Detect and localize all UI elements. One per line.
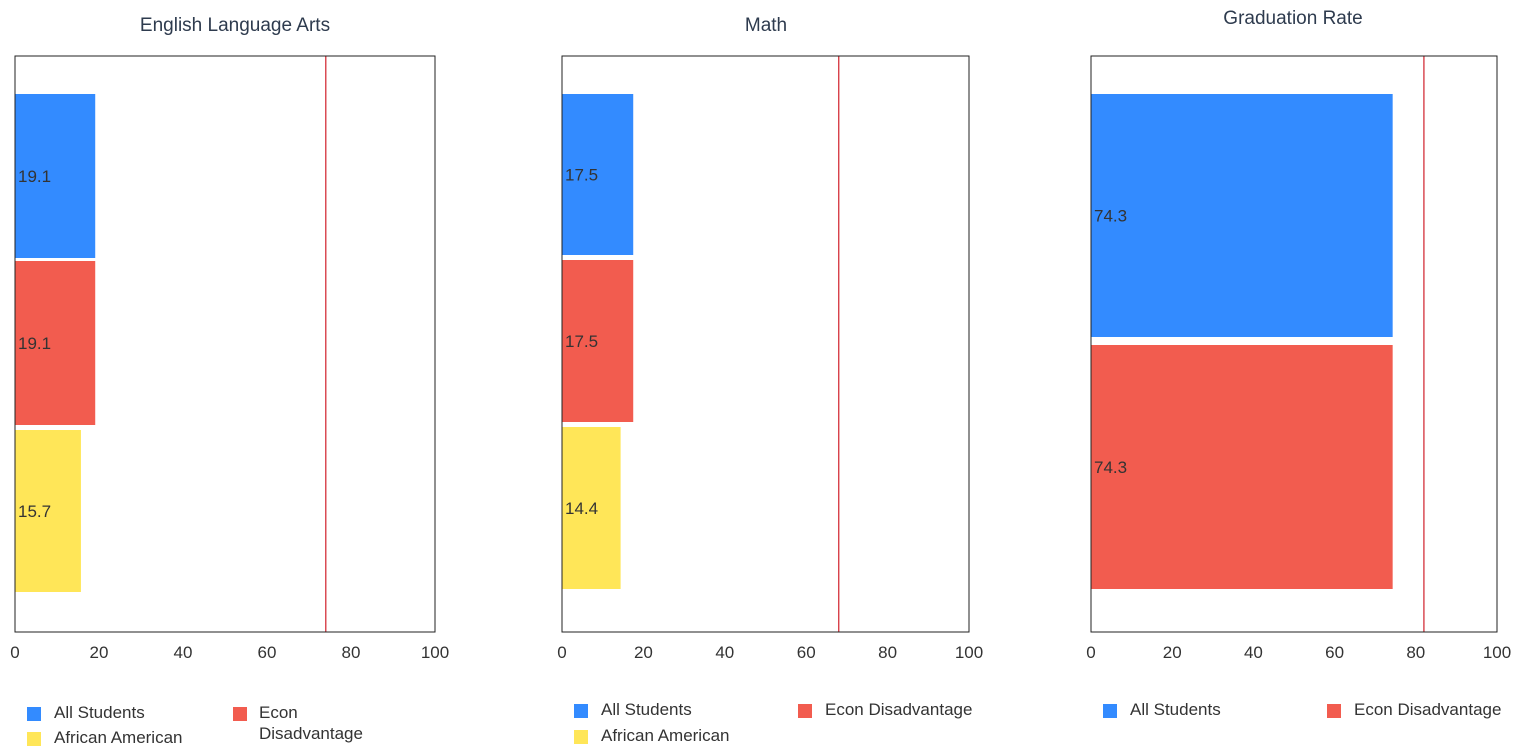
x-tick-label: 0	[1086, 643, 1095, 662]
x-tick-label: 100	[955, 643, 983, 662]
plot-frame	[14, 55, 436, 633]
bar-econ-disadvantage	[1091, 345, 1393, 589]
bar-african-american	[562, 427, 621, 589]
bar-all-students	[15, 94, 96, 258]
x-tick-label: 60	[1325, 643, 1344, 662]
x-tick-label: 0	[10, 643, 19, 662]
x-tick-label: 100	[421, 643, 449, 662]
legend-swatch	[27, 732, 41, 746]
chart-title-math: Math	[744, 15, 788, 36]
legend-label: Econ Disadvantage	[825, 700, 973, 719]
legend-label: Econ Disadvantage	[259, 703, 363, 743]
legend-label: African American	[54, 728, 183, 747]
legend-swatch	[233, 707, 247, 721]
x-tick-label: 40	[174, 643, 193, 662]
data-label: 14.4	[565, 499, 598, 518]
x-tick-label: 40	[1244, 643, 1263, 662]
plot-frame	[561, 55, 970, 633]
x-tick-label: 0	[557, 643, 566, 662]
bar-all-students	[1091, 94, 1393, 337]
x-tick-label: 40	[715, 643, 734, 662]
legend-swatch	[574, 704, 588, 718]
legend-swatch	[1327, 704, 1341, 718]
data-label: 17.5	[565, 166, 598, 185]
plot-frame	[1090, 55, 1498, 633]
x-tick-label: 80	[342, 643, 361, 662]
bar-all-students	[562, 94, 634, 255]
legend-swatch	[27, 707, 41, 721]
x-tick-label: 80	[1406, 643, 1425, 662]
legend-label: All Students	[1130, 700, 1221, 719]
data-label: 19.1	[18, 167, 51, 186]
legend-swatch	[1103, 704, 1117, 718]
data-label: 74.3	[1094, 207, 1127, 226]
x-tick-label: 60	[258, 643, 277, 662]
chart-title-ela: English Language Arts	[139, 15, 331, 36]
bar-econ-disadvantage	[15, 261, 96, 425]
bar-econ-disadvantage	[562, 260, 634, 422]
legend-label: Econ Disadvantage	[1354, 700, 1502, 719]
x-tick-label: 20	[634, 643, 653, 662]
legend-label: African American	[601, 726, 730, 745]
legend-label: All Students	[601, 700, 692, 719]
x-tick-label: 80	[878, 643, 897, 662]
x-tick-label: 20	[1163, 643, 1182, 662]
data-label: 74.3	[1094, 458, 1127, 477]
legend-swatch	[798, 704, 812, 718]
data-label: 19.1	[18, 334, 51, 353]
x-tick-label: 100	[1483, 643, 1511, 662]
x-tick-label: 20	[90, 643, 109, 662]
legend-label: All Students	[54, 703, 145, 722]
chart-title-graduation: Graduation Rate	[1223, 8, 1363, 29]
data-label: 15.7	[18, 502, 51, 521]
x-tick-label: 60	[797, 643, 816, 662]
legend-swatch	[574, 730, 588, 744]
data-label: 17.5	[565, 332, 598, 351]
bar-african-american	[15, 430, 81, 592]
